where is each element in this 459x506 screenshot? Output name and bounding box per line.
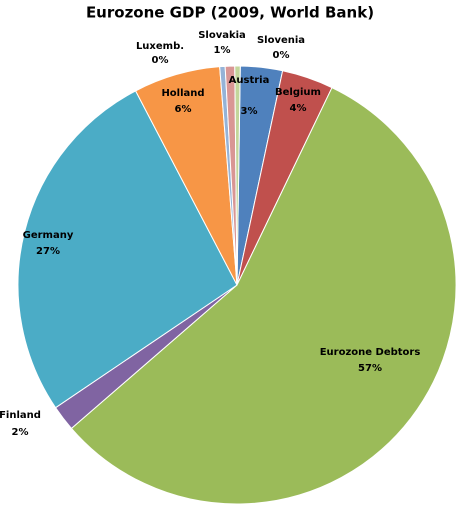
slice-name: Slovenia bbox=[257, 35, 305, 46]
slice-name: Finland bbox=[0, 410, 41, 421]
slice-percent: 2% bbox=[12, 427, 29, 438]
slice-name: Belgium bbox=[275, 87, 321, 98]
pie-slice bbox=[70, 86, 457, 505]
slice-name: Slovakia bbox=[198, 30, 246, 41]
slice-name: Eurozone Debtors bbox=[320, 347, 421, 358]
pie-slice bbox=[234, 65, 241, 286]
slice-name: Luxemb. bbox=[136, 41, 184, 52]
slice-percent: 0% bbox=[273, 50, 290, 61]
slice-name: Germany bbox=[23, 230, 74, 241]
slice-percent: 4% bbox=[290, 103, 307, 114]
chart-title: Eurozone GDP (2009, World Bank) bbox=[86, 4, 374, 22]
slice-percent: 6% bbox=[175, 104, 192, 115]
slice-percent: 3% bbox=[241, 106, 258, 117]
slice-percent: 1% bbox=[214, 45, 231, 56]
slice-percent: 27% bbox=[36, 246, 60, 257]
slice-percent: 0% bbox=[152, 55, 169, 66]
slice-percent: 57% bbox=[358, 363, 382, 374]
slice-name: Holland bbox=[161, 88, 204, 99]
pie-slice bbox=[17, 90, 238, 409]
slice-name: Austria bbox=[229, 75, 270, 86]
